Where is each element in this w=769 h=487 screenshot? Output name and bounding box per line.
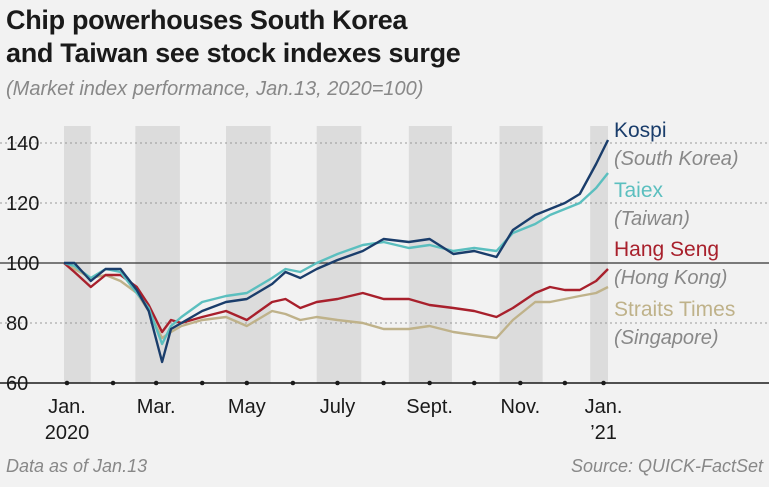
- x-tick-label: Nov.: [500, 396, 540, 418]
- chart-subtitle: (Market index performance, Jan.13, 2020=…: [6, 78, 424, 100]
- x-axis: Jan. 2020 Mar. May July Sept. Nov. Jan. ’21: [0, 380, 769, 444]
- series-labels: Kospi (South Korea) Taiex (Taiwan) Hang Seng…: [614, 119, 739, 349]
- title-line-2: and Taiwan see stock indexes surge: [6, 38, 461, 68]
- x-tick-mark: [153, 380, 159, 386]
- y-tick-label: 60: [6, 373, 28, 395]
- y-tick-label: 140: [6, 133, 39, 155]
- x-tick-label: July: [320, 396, 356, 418]
- series-name-label: Straits Times: [614, 298, 735, 321]
- y-tick-label: 120: [6, 193, 39, 215]
- series-line-hang-seng: [63, 262, 609, 334]
- title-line-1: Chip powerhouses South Korea: [6, 5, 408, 35]
- x-tick-mark: [471, 380, 477, 386]
- x-tick-mark: [518, 380, 523, 386]
- x-tick-year: 2020: [45, 422, 90, 444]
- x-tick-label: Jan.: [585, 396, 623, 418]
- x-tick-mark: [427, 380, 432, 386]
- x-tick-mark: [381, 380, 386, 386]
- month-band: [135, 126, 180, 383]
- source-note: Source: QUICK-FactSet: [570, 456, 763, 476]
- series-country-label: (Singapore): [614, 327, 719, 349]
- month-band: [226, 126, 271, 383]
- y-tick-label: 80: [6, 313, 28, 335]
- month-band: [590, 126, 608, 383]
- x-tick-mark: [601, 380, 606, 386]
- x-tick-year: ’21: [590, 422, 617, 444]
- x-tick-mark: [290, 380, 296, 386]
- x-tick-mark: [335, 380, 340, 386]
- x-tick-label: Mar.: [137, 396, 176, 418]
- y-tick-label: 100: [6, 253, 39, 275]
- series-name-label: Hang Seng: [614, 238, 719, 261]
- x-tick-mark: [110, 380, 116, 386]
- series-line-kospi: [64, 139, 610, 364]
- y-axis-ticks: 60 80 100 120 140: [6, 133, 39, 395]
- month-band: [408, 126, 452, 383]
- month-band: [64, 126, 91, 383]
- x-tick-label: May: [228, 396, 266, 418]
- x-tick-label: Jan.: [48, 396, 86, 418]
- series-name-label: Kospi: [614, 119, 667, 142]
- chart-title: Chip powerhouses South Korea and Taiwan …: [6, 4, 461, 70]
- series-name-label: Taiex: [614, 179, 664, 202]
- x-tick-mark: [562, 380, 568, 386]
- x-tick-label: Sept.: [406, 396, 453, 418]
- month-band: [499, 126, 543, 383]
- x-tick-mark: [64, 380, 70, 386]
- x-tick-mark: [199, 380, 205, 386]
- x-tick-mark: [244, 380, 250, 386]
- data-note: Data as of Jan.13: [6, 456, 148, 476]
- series-country-label: (South Korea): [614, 148, 739, 170]
- series-country-label: (Hong Kong): [614, 267, 727, 289]
- month-bands: [64, 126, 608, 383]
- series-lines: [63, 139, 610, 364]
- series-country-label: (Taiwan): [614, 208, 690, 230]
